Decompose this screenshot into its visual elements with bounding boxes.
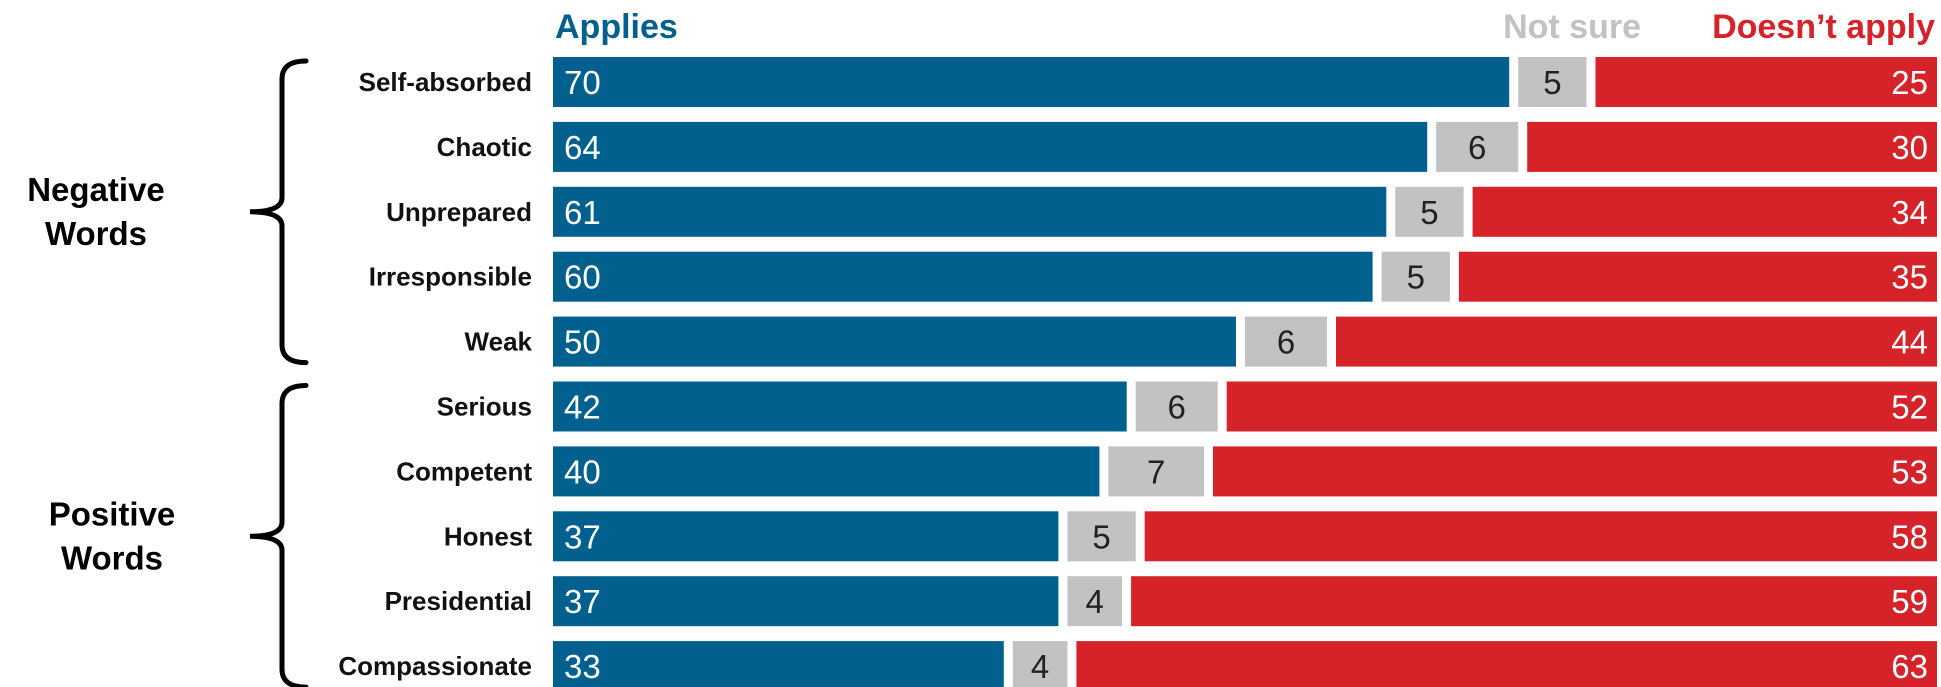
value-label-applies-irresponsible: 60 xyxy=(564,259,601,296)
value-label-doesnt-apply-compassionate: 63 xyxy=(1891,648,1928,685)
value-label-not-sure-competent: 7 xyxy=(1147,453,1165,490)
bar-doesn-t-apply-irresponsible xyxy=(1458,251,1937,302)
value-label-doesnt-apply-chaotic: 30 xyxy=(1891,129,1928,166)
bar-not-sure-serious xyxy=(1135,381,1218,432)
bar-not-sure-honest xyxy=(1067,511,1136,562)
category-label-weak: Weak xyxy=(465,327,533,357)
value-label-not-sure-self-absorbed: 5 xyxy=(1543,64,1561,101)
bar-applies-chaotic xyxy=(553,121,1428,172)
value-label-doesnt-apply-self-absorbed: 25 xyxy=(1891,64,1928,101)
value-label-applies-presidential: 37 xyxy=(564,583,601,620)
value-label-not-sure-unprepared: 5 xyxy=(1420,194,1438,231)
bar-not-sure-competent xyxy=(1108,446,1204,497)
value-label-applies-serious: 42 xyxy=(564,389,601,426)
bar-doesn-t-apply-compassionate xyxy=(1076,641,1937,687)
bar-doesn-t-apply-weak xyxy=(1336,316,1937,367)
bar-doesn-t-apply-presidential xyxy=(1131,576,1937,627)
bar-applies-competent xyxy=(553,446,1100,497)
group-label-positive-words-line-0: Positive xyxy=(49,495,176,532)
category-labels: Self-absorbed Chaotic Unprepared Irresponsi… xyxy=(338,67,532,681)
bar-not-sure-compassionate xyxy=(1012,641,1068,687)
category-label-unprepared: Unprepared xyxy=(386,197,532,227)
value-label-not-sure-presidential: 4 xyxy=(1086,583,1104,620)
bar-applies-weak xyxy=(553,316,1236,367)
bar-applies-presidential xyxy=(553,576,1059,627)
category-label-irresponsible: Irresponsible xyxy=(369,262,532,292)
bar-applies-compassionate xyxy=(553,641,1004,687)
value-label-applies-honest: 37 xyxy=(564,518,601,555)
category-label-self-absorbed: Self-absorbed xyxy=(359,67,532,97)
value-label-doesnt-apply-weak: 44 xyxy=(1891,324,1928,361)
value-label-doesnt-apply-honest: 58 xyxy=(1891,518,1928,555)
group-label-positive-words-line-1: Words xyxy=(61,539,163,576)
category-label-presidential: Presidential xyxy=(385,586,532,616)
legend: Applies Not sure Doesn’t apply xyxy=(555,8,1935,46)
group-label-negative-words-line-0: Negative xyxy=(27,171,165,208)
category-label-competent: Competent xyxy=(396,456,532,486)
bracket-0 xyxy=(249,58,309,366)
bar-not-sure-chaotic xyxy=(1436,121,1519,172)
value-label-not-sure-honest: 5 xyxy=(1092,518,1110,555)
value-label-doesnt-apply-competent: 53 xyxy=(1891,453,1928,490)
legend-doesn-t-apply: Doesn’t apply xyxy=(1712,8,1935,46)
value-label-applies-competent: 40 xyxy=(564,453,601,490)
value-label-not-sure-compassionate: 4 xyxy=(1031,648,1049,685)
group-label-negative-words-line-1: Words xyxy=(45,215,147,252)
value-label-not-sure-weak: 6 xyxy=(1277,324,1295,361)
legend-not-sure: Not sure xyxy=(1503,8,1641,46)
category-label-serious: Serious xyxy=(437,392,532,422)
bar-applies-unprepared xyxy=(553,186,1387,237)
bar-not-sure-unprepared xyxy=(1395,186,1464,237)
bar-doesn-t-apply-honest xyxy=(1144,511,1937,562)
value-label-applies-self-absorbed: 70 xyxy=(564,64,601,101)
category-label-honest: Honest xyxy=(444,521,532,551)
bar-doesn-t-apply-competent xyxy=(1213,446,1937,497)
category-label-compassionate: Compassionate xyxy=(338,651,532,681)
bar-doesn-t-apply-serious xyxy=(1226,381,1937,432)
value-label-doesnt-apply-serious: 52 xyxy=(1891,389,1928,426)
value-label-applies-unprepared: 61 xyxy=(564,194,601,231)
group-brackets: Negative Words Positive Words xyxy=(27,58,309,687)
value-label-applies-weak: 50 xyxy=(564,324,601,361)
value-label-not-sure-chaotic: 6 xyxy=(1468,129,1486,166)
value-label-doesnt-apply-irresponsible: 35 xyxy=(1891,259,1928,296)
bar-not-sure-self-absorbed xyxy=(1518,57,1587,107)
value-label-applies-compassionate: 33 xyxy=(564,648,601,685)
value-label-doesnt-apply-presidential: 59 xyxy=(1891,583,1928,620)
value-label-not-sure-irresponsible: 5 xyxy=(1407,259,1425,296)
legend-applies: Applies xyxy=(555,8,678,46)
bar-not-sure-presidential xyxy=(1067,576,1122,627)
bracket-1 xyxy=(249,383,309,687)
bar-not-sure-weak xyxy=(1245,316,1327,367)
value-label-applies-chaotic: 64 xyxy=(564,129,601,166)
bar-applies-honest xyxy=(553,511,1059,562)
bar-not-sure-irresponsible xyxy=(1381,251,1450,302)
value-label-doesnt-apply-unprepared: 34 xyxy=(1891,194,1928,231)
bar-doesn-t-apply-unprepared xyxy=(1472,186,1937,237)
bar-applies-irresponsible xyxy=(553,251,1373,302)
bar-doesn-t-apply-self-absorbed xyxy=(1595,57,1937,107)
bar-doesn-t-apply-chaotic xyxy=(1527,121,1937,172)
category-label-chaotic: Chaotic xyxy=(437,132,532,162)
bar-applies-serious xyxy=(553,381,1127,432)
bar-applies-self-absorbed xyxy=(553,57,1510,107)
value-label-not-sure-serious: 6 xyxy=(1168,389,1186,426)
